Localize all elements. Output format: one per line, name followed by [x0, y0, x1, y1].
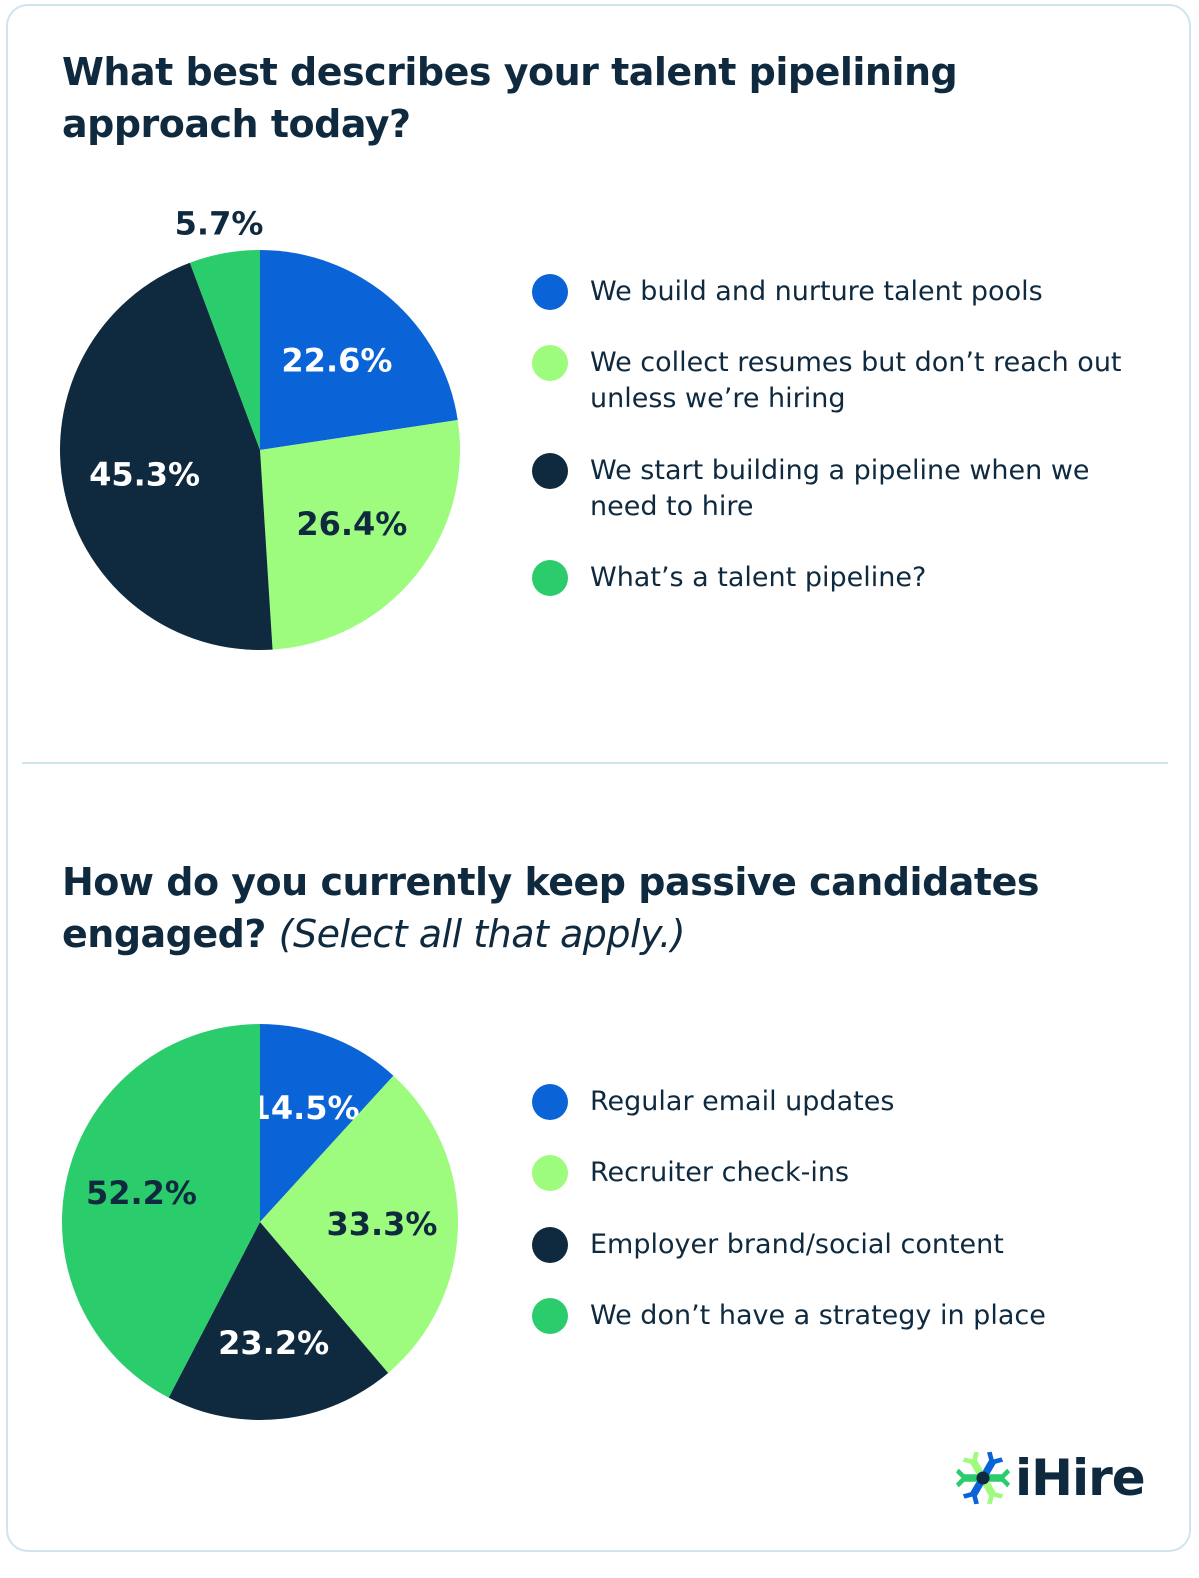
chart2-data-label: 52.2%: [86, 1174, 197, 1212]
chart2-pie: 14.5% 33.3% 23.2% 52.2%: [61, 1024, 458, 1420]
section-divider: [22, 762, 1168, 764]
chart2-slice: [61, 1024, 261, 1398]
chart2-data-label: 23.2%: [218, 1324, 329, 1362]
chart2-title-text: How do you currently keep passive candid…: [62, 860, 1039, 956]
chart1-slice: [260, 419, 460, 650]
chart2-legend-label: Employer brand/social content: [590, 1229, 1004, 1260]
legend-dot-navy: [532, 453, 568, 489]
chart1-legend-label: What’s a talent pipeline?: [590, 562, 927, 593]
legend-dot-blue: [532, 1084, 568, 1120]
chart1-slice: [60, 262, 273, 650]
chart1-pie: 22.6% 26.4% 45.3% 5.7%: [60, 205, 460, 650]
chart1-slice: [260, 250, 458, 450]
chart1-legend-item: We build and nurture talent pools: [532, 274, 1130, 310]
chart2-title: How do you currently keep passive candid…: [62, 856, 1062, 960]
chart1-legend-item: We collect resumes but don’t reach out u…: [532, 345, 1130, 417]
ihire-logo: iHire: [955, 1448, 1146, 1508]
chart1-legend-label: We collect resumes but don’t reach out u…: [590, 347, 1122, 414]
chart2-data-label: 14.5%: [249, 1089, 360, 1127]
chart2-legend-item: We don’t have a strategy in place: [532, 1298, 1130, 1334]
ihire-snowflake-logo-icon: [955, 1451, 1011, 1505]
chart1-title: What best describes your talent pipelini…: [62, 46, 1062, 150]
legend-dot-blue: [532, 274, 568, 310]
chart2-title-note: (Select all that apply.): [278, 912, 686, 956]
chart2-slice: [168, 1222, 389, 1420]
chart1-data-label: 5.7%: [175, 205, 264, 243]
chart2-slice: [260, 1024, 394, 1222]
chart1-title-text: What best describes your talent pipelini…: [62, 50, 958, 146]
chart2-legend-item: Regular email updates: [532, 1084, 1130, 1120]
legend-dot-light-green: [532, 345, 568, 381]
chart2-legend-label: Recruiter check-ins: [590, 1157, 850, 1188]
chart1-data-label: 26.4%: [296, 505, 407, 543]
chart1-legend-label: We build and nurture talent pools: [590, 276, 1043, 307]
legend-dot-light-green: [532, 1155, 568, 1191]
chart2-slice: [260, 1075, 458, 1373]
chart2-legend-item: Recruiter check-ins: [532, 1155, 1130, 1191]
chart1-slice: [189, 250, 260, 450]
chart1-legend-item: We start building a pipeline when we nee…: [532, 453, 1110, 525]
legend-dot-green: [532, 1298, 568, 1334]
chart2-legend-label: We don’t have a strategy in place: [590, 1300, 1046, 1331]
legend-dot-navy: [532, 1227, 568, 1263]
chart1-legend-label: We start building a pipeline when we nee…: [590, 455, 1090, 522]
ihire-logo-text: iHire: [1015, 1449, 1146, 1507]
chart1-legend-item: What’s a talent pipeline?: [532, 560, 1130, 596]
chart2-legend-label: Regular email updates: [590, 1086, 895, 1117]
legend-dot-green: [532, 560, 568, 596]
chart1-data-label: 45.3%: [89, 456, 200, 494]
chart2-legend-item: Employer brand/social content: [532, 1227, 1130, 1263]
chart2-data-label: 33.3%: [326, 1205, 437, 1243]
chart1-data-label: 22.6%: [281, 342, 392, 380]
